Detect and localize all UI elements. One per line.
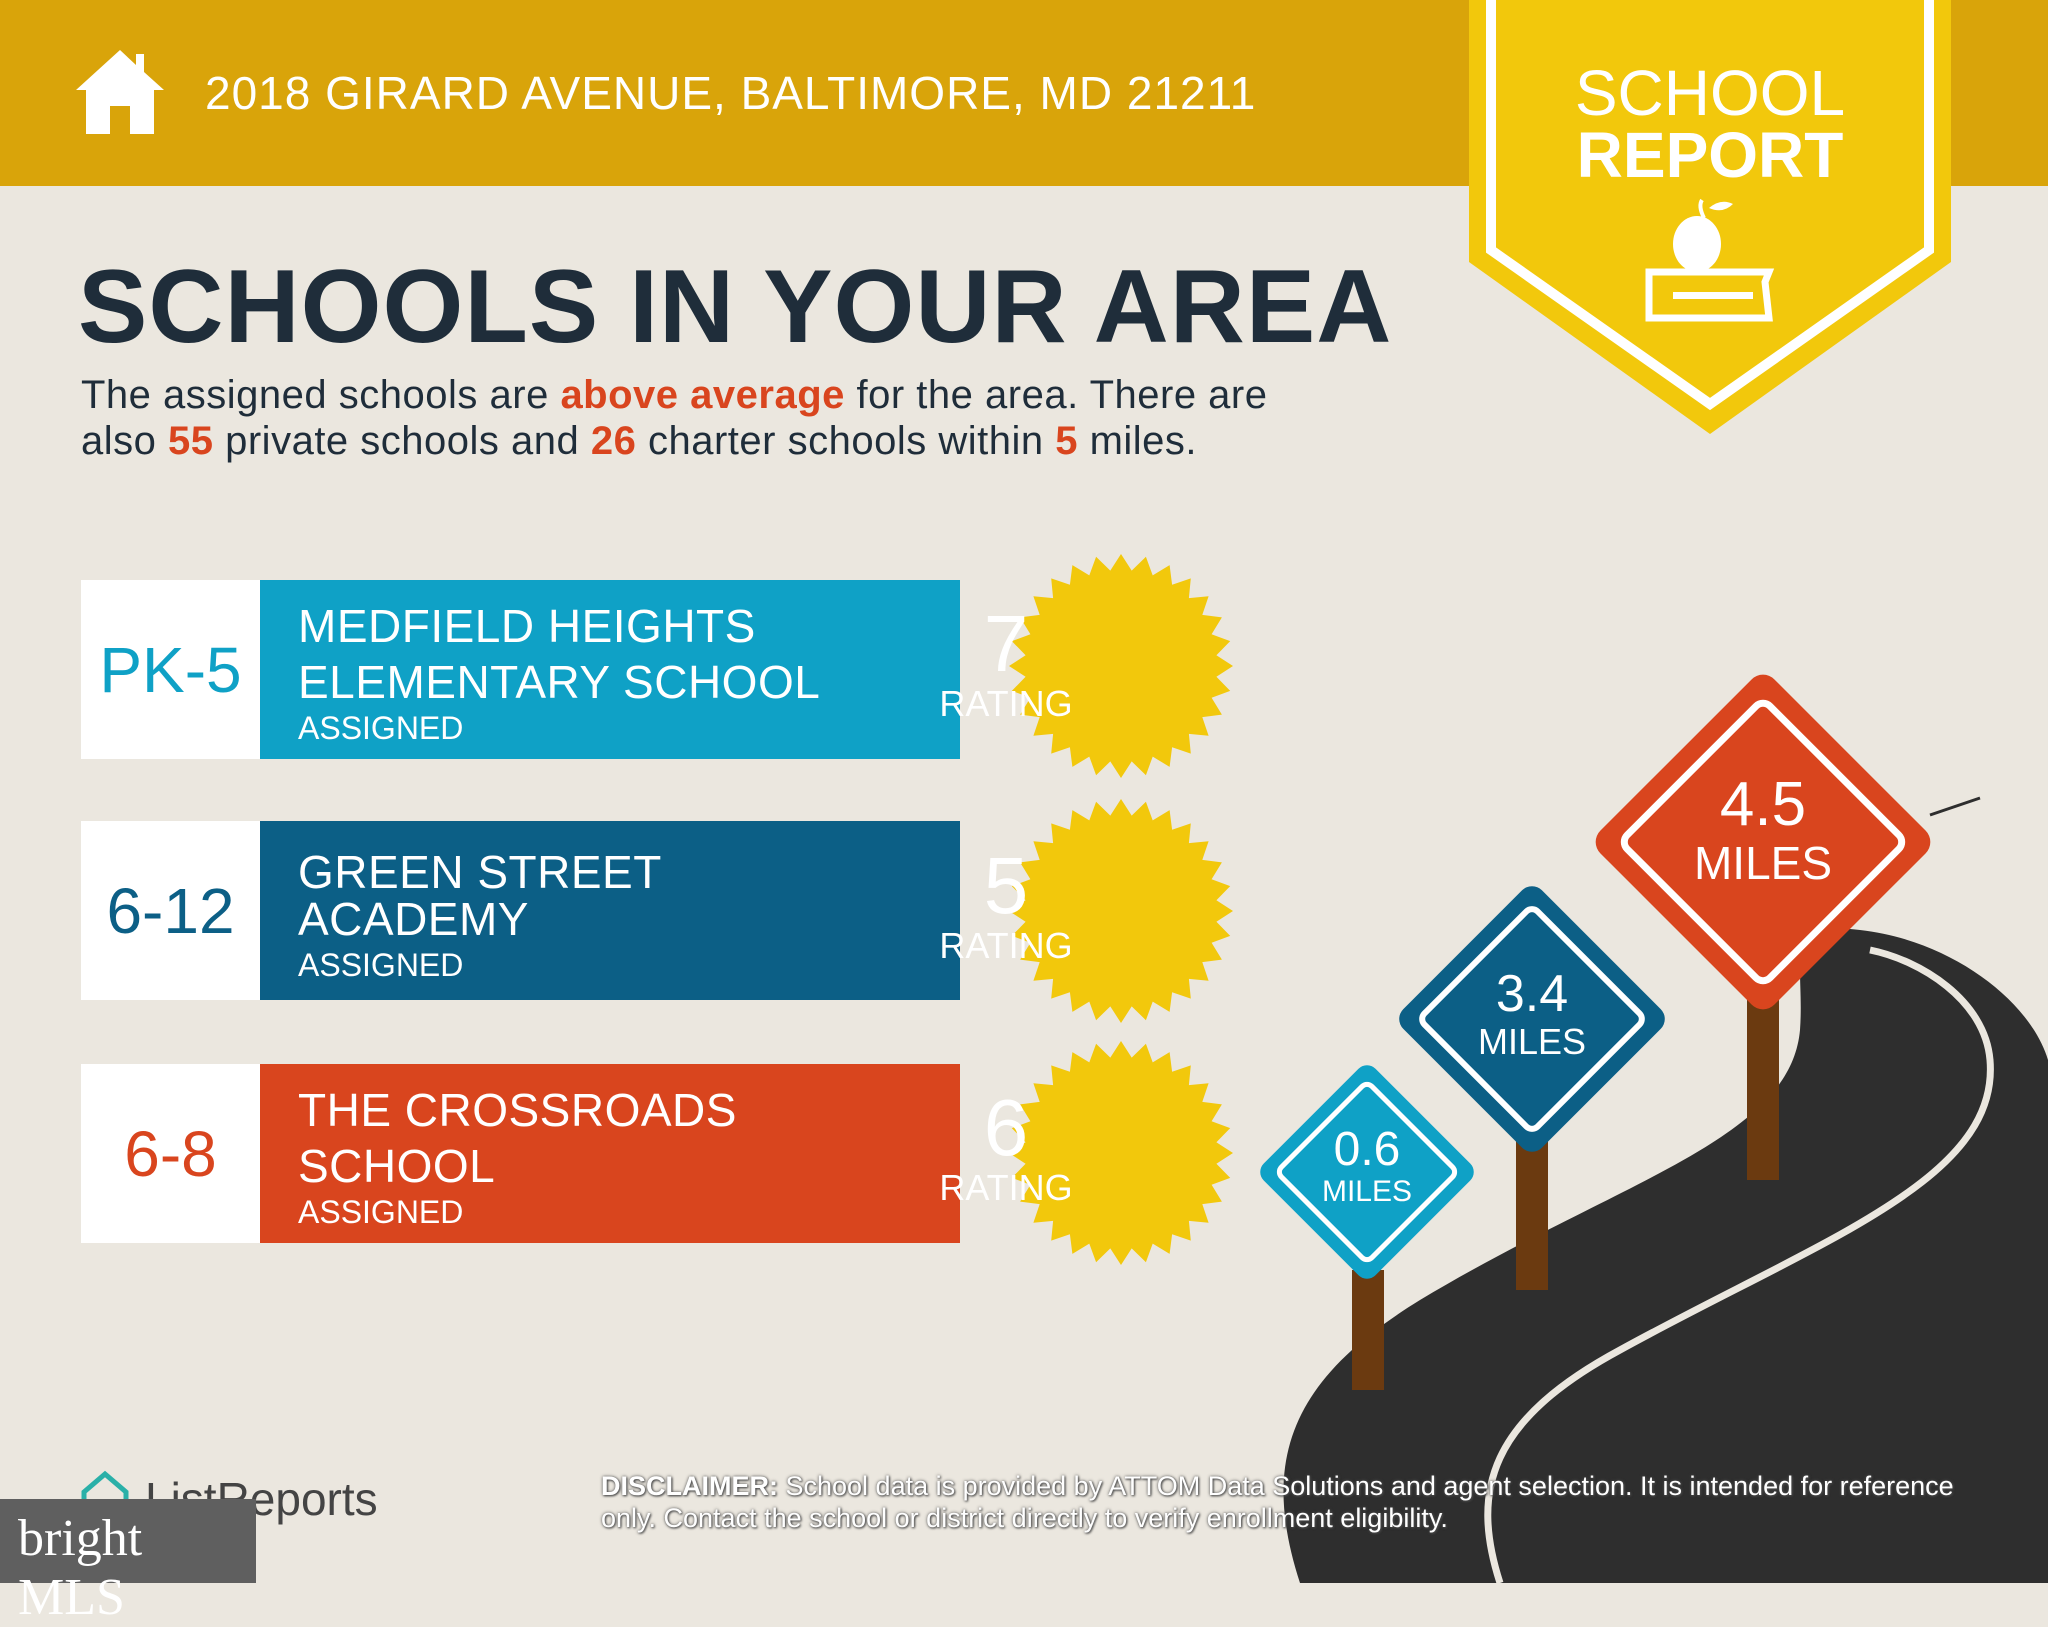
distance-sign-0-6 [1260, 1065, 1474, 1279]
distance-label: 0.6 MILES [1297, 1125, 1437, 1209]
distance-unit: MILES [1477, 1021, 1587, 1062]
school-name: GREEN STREET [298, 846, 662, 898]
charter-count: 26 [590, 419, 637, 463]
rating-starburst [1009, 1041, 1233, 1265]
school-name: SCHOOL [298, 1140, 496, 1192]
rating-value: 5 [983, 841, 1029, 930]
property-address: 2018 GIRARD AVENUE, BALTIMORE, MD 21211 [205, 67, 1257, 119]
intro-part: charter schools within [636, 419, 1056, 463]
rating-label: RATING [939, 925, 1073, 966]
school-row: PK-5 MEDFIELD HEIGHTS ELEMENTARY SCHOOL … [81, 580, 961, 759]
intro-part: also [81, 419, 168, 463]
distance-sign-4-5 [1595, 674, 1931, 1010]
bright-mls-watermark: bright MLS [0, 1499, 256, 1626]
rating-badge: 6 RATING [891, 1088, 1121, 1208]
intro-part: miles. [1077, 419, 1198, 463]
badge-text: SCHOOL REPORT [1469, 57, 1951, 191]
apple-books-icon [1645, 198, 1775, 322]
distance-value: 4.5 [1719, 770, 1807, 839]
disclaimer-text: School data is provided by ATTOM Data So… [601, 1471, 1954, 1533]
sign-post [1352, 1270, 1384, 1390]
sign-post [1747, 990, 1779, 1180]
school-status: ASSIGNED [298, 710, 464, 746]
rating-starburst [1009, 799, 1233, 1023]
rating-value: 6 [983, 1083, 1029, 1172]
distance-label: 3.4 MILES [1452, 966, 1612, 1062]
distance-label: 4.5 MILES [1663, 770, 1863, 889]
highlight-above-average: above average [560, 373, 845, 417]
distance-unit: MILES [1321, 1175, 1413, 1208]
distance-value: 0.6 [1333, 1123, 1401, 1176]
school-status: ASSIGNED [298, 947, 464, 983]
school-status: ASSIGNED [298, 1194, 464, 1230]
sign-post [1516, 1140, 1548, 1290]
badge-line2: REPORT [1576, 119, 1844, 191]
intro-part: private schools and [213, 419, 591, 463]
rating-label: RATING [939, 1167, 1073, 1208]
school-name: ACADEMY [298, 893, 529, 945]
house-icon [76, 50, 164, 134]
school-bar: MEDFIELD HEIGHTS ELEMENTARY SCHOOL ASSIG… [260, 580, 960, 759]
rating-starburst [1009, 554, 1233, 778]
intro-part: for the area. There are [844, 373, 1268, 417]
school-row: 6-12 GREEN STREET ACADEMY ASSIGNED [81, 821, 961, 1000]
road [1283, 928, 2048, 1583]
grade-range: PK-5 [81, 580, 260, 759]
school-report-badge [1469, 0, 1951, 434]
badge-line1: SCHOOL [1574, 57, 1846, 129]
private-count: 55 [168, 419, 214, 463]
rating-label: RATING [939, 683, 1073, 724]
watermark-text: bright MLS [18, 1510, 143, 1626]
school-bar: GREEN STREET ACADEMY ASSIGNED [260, 821, 960, 1000]
rating-value: 7 [983, 599, 1029, 688]
school-bar: THE CROSSROADS SCHOOL ASSIGNED [260, 1064, 960, 1243]
road-illustration [1260, 674, 2048, 1583]
school-row: 6-8 THE CROSSROADS SCHOOL ASSIGNED [81, 1064, 961, 1243]
rating-badge: 5 RATING [891, 846, 1121, 966]
school-name: THE CROSSROADS [298, 1084, 737, 1136]
school-name: ELEMENTARY SCHOOL [298, 656, 821, 708]
page-title: SCHOOLS IN YOUR AREA [78, 249, 1393, 365]
disclaimer-label: DISCLAIMER: [601, 1471, 778, 1501]
distance-sign-3-4 [1399, 886, 1665, 1152]
intro-text: The assigned schools are above average f… [81, 372, 1268, 464]
miles-radius: 5 [1055, 419, 1078, 463]
school-name: MEDFIELD HEIGHTS [298, 600, 756, 652]
grade-range: 6-8 [81, 1064, 260, 1243]
road-lane-line [1484, 946, 1994, 1583]
intro-part: The assigned schools are [81, 373, 561, 417]
grade-range: 6-12 [81, 821, 260, 1000]
distance-value: 3.4 [1495, 965, 1569, 1023]
disclaimer: DISCLAIMER: School data is provided by A… [601, 1470, 1961, 1534]
rating-badge: 7 RATING [891, 604, 1121, 724]
distance-unit: MILES [1693, 837, 1833, 889]
